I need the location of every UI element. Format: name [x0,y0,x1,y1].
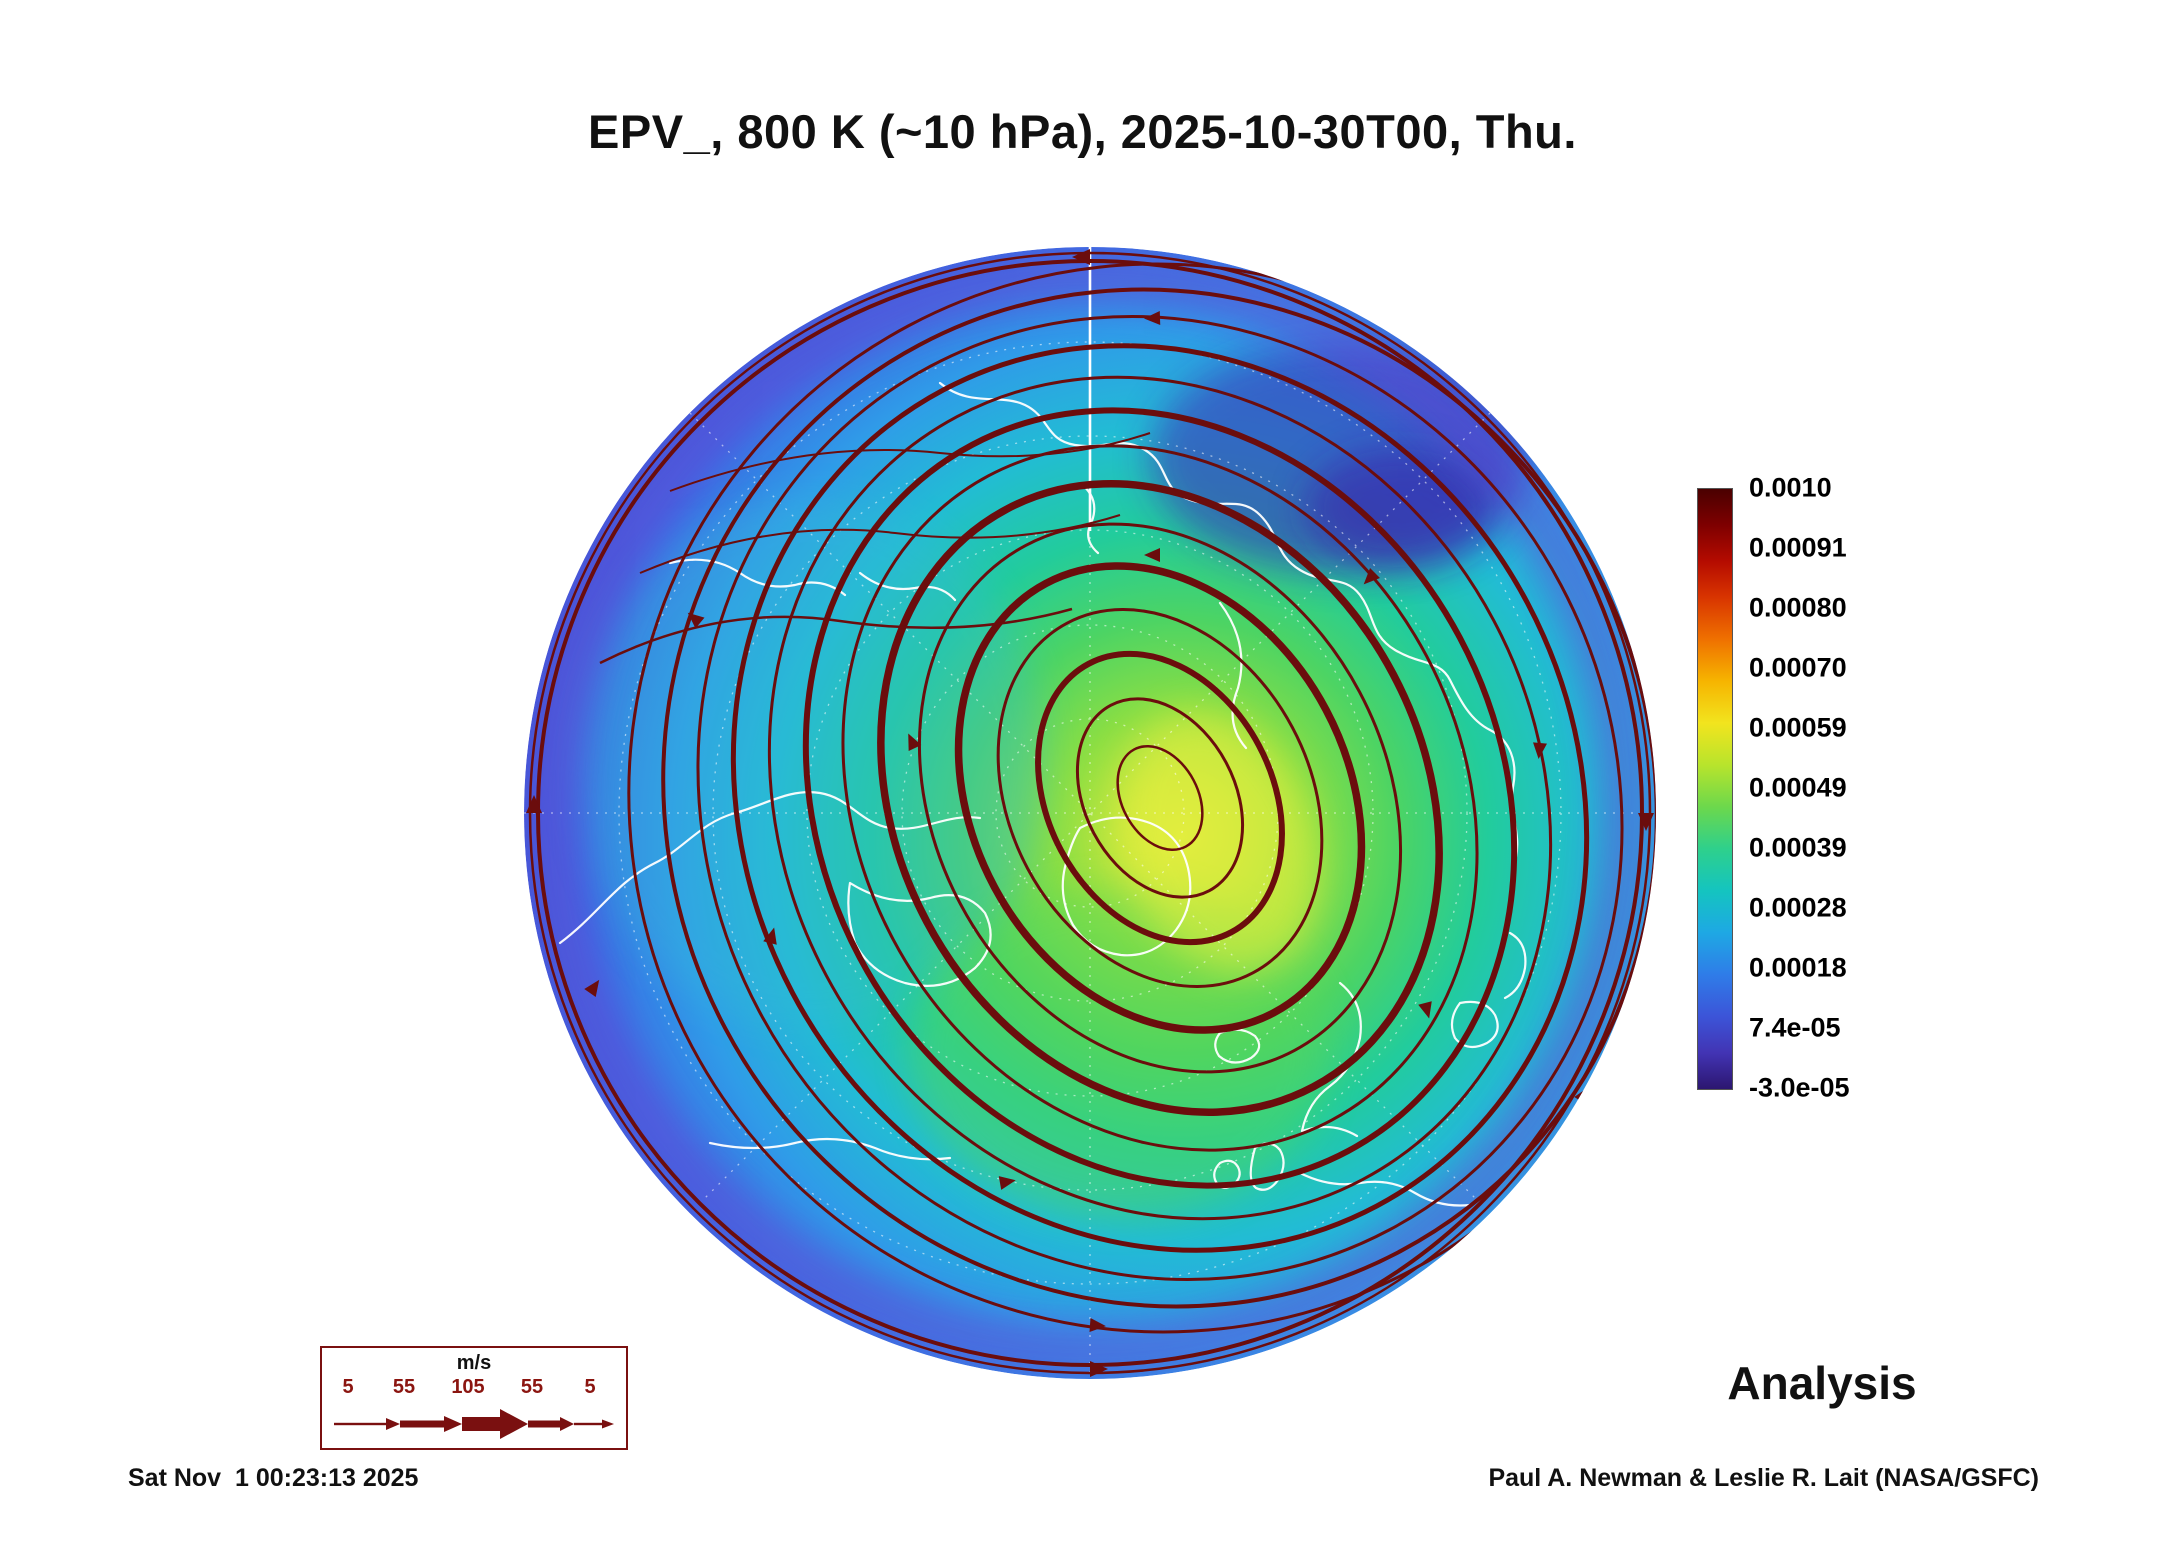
chart-title: EPV_, 800 K (~10 hPa), 2025-10-30T00, Th… [588,105,1577,158]
streamline-arrows [526,249,1654,1377]
colorbar-tick: 0.00049 [1749,772,1847,803]
wind-speed-legend: m/s 5 55 105 55 5 [320,1346,628,1450]
colorbar-tick: 0.0010 [1749,472,1832,503]
polar-map [520,243,1660,1383]
colorbar-tick: -3.0e-05 [1749,1072,1850,1103]
colorbar-tick: 0.00039 [1749,832,1847,863]
colorbar-tick: 0.00070 [1749,652,1847,683]
wind-units-label: m/s [456,1352,492,1374]
colorbar-ticks: 0.0010 0.00091 0.00080 0.00070 0.00059 0… [1749,473,1989,1103]
colorbar-tick: 0.00091 [1749,532,1847,563]
wind-arrow-icon [334,1409,614,1439]
colorbar-tick: 0.00080 [1749,592,1847,623]
colorbar-tick: 0.00059 [1749,712,1847,743]
colorbar: 0.0010 0.00091 0.00080 0.00070 0.00059 0… [1697,473,1997,1103]
streamlines [528,251,1656,1375]
wind-tick: 5 [584,1376,596,1398]
wind-legend-ticks: 5 55 105 55 5 [322,1376,626,1400]
colorbar-tick: 0.00018 [1749,952,1847,983]
colorbar-gradient [1697,488,1733,1090]
wind-tick: 55 [520,1376,544,1398]
timestamp-label: Sat Nov 1 00:23:13 2025 [128,1464,419,1492]
colorbar-tick: 7.4e-05 [1749,1012,1841,1043]
polar-map-svg [524,247,1656,1379]
credit-label: Paul A. Newman & Leslie R. Lait (NASA/GS… [1488,1464,2039,1492]
analysis-label: Analysis [1727,1357,1917,1409]
wind-tick: 5 [342,1376,354,1398]
colorbar-tick: 0.00028 [1749,892,1847,923]
wind-tick: 105 [451,1376,485,1398]
wind-tick: 55 [392,1376,416,1398]
